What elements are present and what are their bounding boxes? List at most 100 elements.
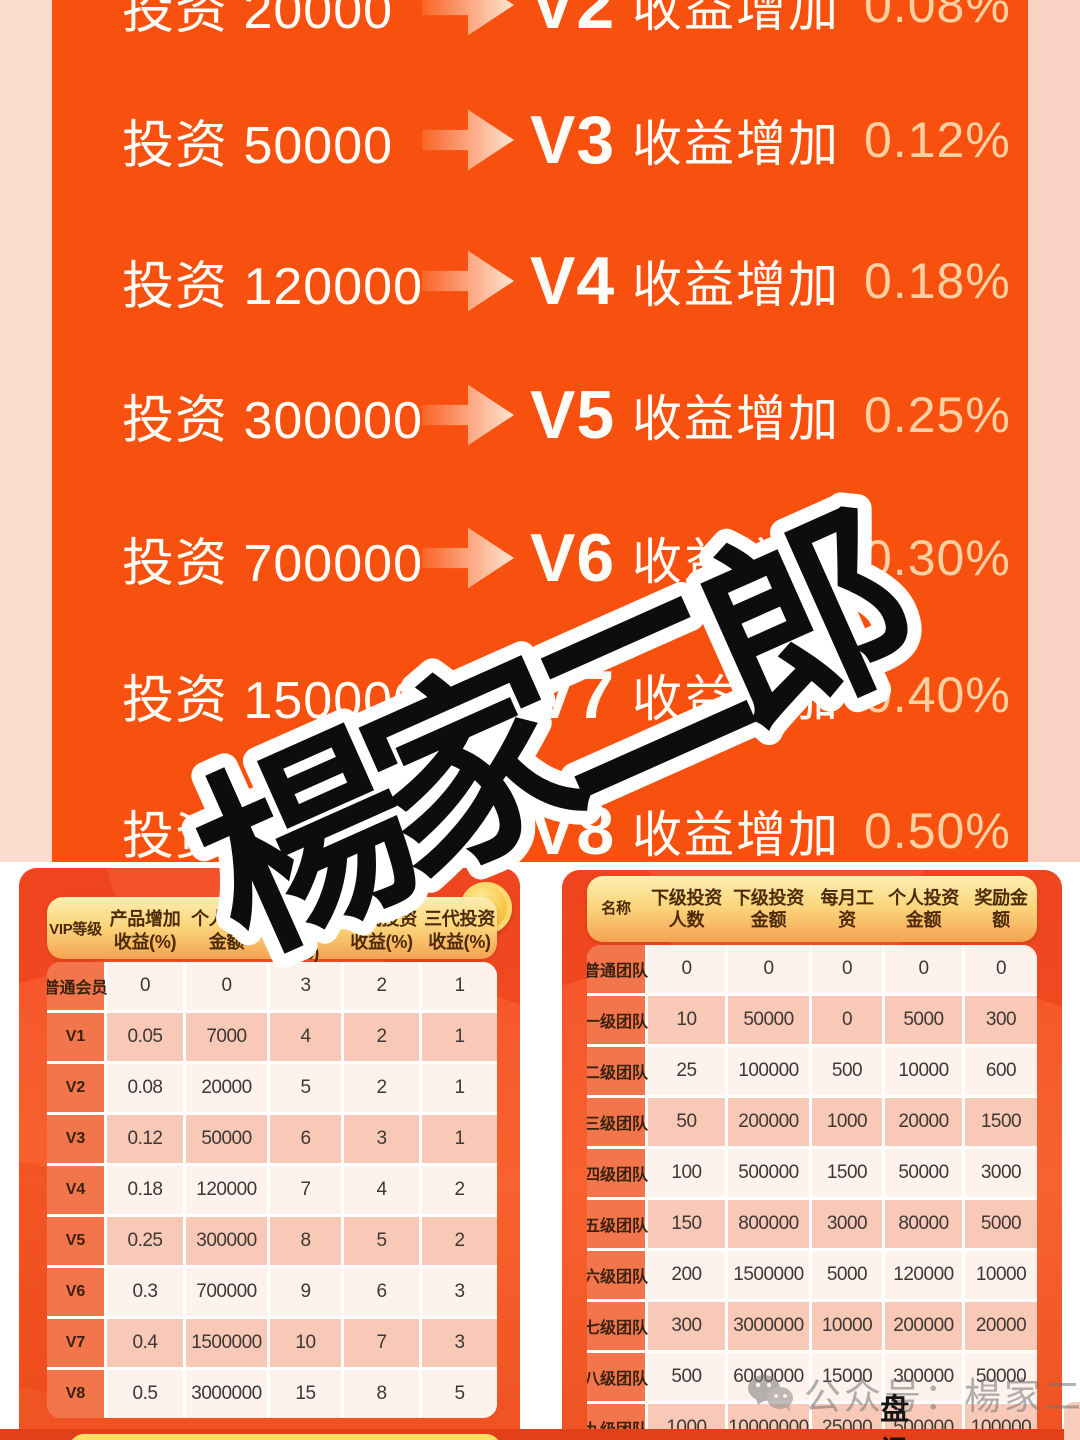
row-label: 普通团队 [587,945,648,993]
bottom-red-strip [0,1429,1080,1440]
gain-percent-value: 0.30% [864,530,1011,586]
table-cell: 3 [422,1319,497,1367]
gain-percent-value: 0.18% [864,253,1011,309]
table-cell: 300000 [885,1353,962,1401]
vip-table-body: 普通会员 0 0 3 2 1 V1 0.05 7000 4 2 1 V2 0.08 20000 5 2 1 V3 0.… [47,962,497,1418]
table-cell: 3 [270,962,341,1010]
vip-upgrade-row: 投资 120000 V4 收益增加 0.18% [52,243,1028,319]
row-label: V7 [47,1319,104,1367]
table-cell: 10 [270,1319,341,1367]
table-cell: 0 [885,945,962,993]
table-cell: 2 [344,1013,419,1061]
table-cell: 4 [344,1166,419,1214]
corner-decoration [1064,1402,1080,1440]
table-cell: 2 [344,962,419,1010]
table-cell: 1500000 [186,1319,267,1367]
table-cell: 8 [270,1217,341,1265]
vip-upgrade-section [52,0,1028,862]
table-cell: 20000 [186,1064,267,1112]
column-header: VIP等级 [49,921,102,939]
invest-word: 投资 [122,257,229,316]
row-label: 二级团队 [587,1047,648,1095]
invest-amount: 20000 [243,0,394,40]
table-cell: 20000 [965,1302,1037,1350]
panxun-site-name-cn: 盘讯网 [880,1394,912,1440]
arrow-right-icon [422,109,514,171]
table-cell: 10000 [812,1302,882,1350]
vip-upgrade-row: 投资 1500000 V7 收益增加 0.40% [52,657,1028,733]
table-cell: 6 [270,1115,341,1163]
vip-upgrade-row: 投资 20000 V2 收益增加 0.08% [52,0,1028,43]
invest-amount: 3000000 [243,807,453,866]
invest-amount: 700000 [243,534,423,593]
table-cell: 3 [344,1115,419,1163]
row-label: V6 [47,1268,104,1316]
arrow-right-icon [422,250,514,312]
table-cell: 100 [648,1149,725,1197]
column-header: 三代投资收益(%) [424,909,495,952]
vip-level-label: V4 [530,243,616,319]
row-label: V3 [47,1115,104,1163]
row-label: 七级团队 [587,1302,648,1350]
table-cell: 6 [344,1268,419,1316]
column-header: 二代投资收益(%) [346,909,417,952]
gain-percent-value: 0.25% [864,387,1011,443]
table-cell: 9 [270,1268,341,1316]
invest-amount-label: 投资 1500000 [122,658,452,733]
table-cell: 15000 [812,1353,882,1401]
table-cell: 15 [270,1370,341,1418]
vip-benefits-panel: VIP等级 产品增加收益(%) 个人投资金额 一代投资收益(%) 二代投资收益(%) 三代… [19,868,520,1440]
invest-amount-label: 投资 300000 [122,378,422,453]
next-section-bar [69,1434,501,1440]
table-cell: 1500 [812,1149,882,1197]
invest-amount-label: 投资 20000 [122,0,422,43]
row-label: 一级团队 [587,996,648,1044]
table-cell: 0.18 [107,1166,183,1214]
table-cell: 1500000 [728,1251,809,1299]
right-pink-border [1028,0,1080,862]
table-cell: 50000 [885,1149,962,1197]
table-cell: 1500 [965,1098,1037,1146]
vip-level-label: V3 [530,102,616,178]
invest-amount-label: 投资 120000 [122,244,422,319]
table-cell: 10 [648,996,725,1044]
table-cell: 200000 [885,1302,962,1350]
column-header: 下级投资人数 [651,887,722,931]
table-cell: 1000 [812,1098,882,1146]
invest-amount: 1500000 [243,671,453,730]
column-header: 个人投资金额 [191,909,262,952]
table-cell: 1 [422,1064,497,1112]
table-cell: 0 [107,962,183,1010]
column-header: 产品增加收益(%) [109,909,181,952]
table-cell: 7 [344,1319,419,1367]
table-cell: 600 [965,1047,1037,1095]
row-label: V2 [47,1064,104,1112]
invest-amount-label: 投资 3000000 [122,794,452,869]
wechat-watermark: 公众号：楊家二郎 [746,1366,1080,1420]
gain-label: 收益增加 [632,0,840,37]
table-cell: 7 [270,1166,341,1214]
table-cell: 3000000 [186,1370,267,1418]
gain-label: 收益增加 [632,671,840,727]
table-cell: 3000000 [728,1302,809,1350]
gain-percent-value: 0.50% [864,803,1011,859]
table-cell: 2 [422,1166,497,1214]
table-cell: 150 [648,1200,725,1248]
wechat-watermark-text: 公众号：楊家二郎 [804,1376,1080,1417]
gain-percent-value: 0.40% [864,667,1011,723]
invest-amount-label: 投资 700000 [122,521,422,596]
vip-upgrade-row: 投资 3000000 V8 收益增加 0.50% [52,793,1028,869]
table-cell: 300 [965,996,1037,1044]
table-cell: 300000 [186,1217,267,1265]
table-cell: 50000 [728,996,809,1044]
arrow-right-icon [422,0,514,36]
gain-label: 收益增加 [632,257,840,313]
table-cell: 200000 [728,1098,809,1146]
vip-level-label: V2 [530,0,616,43]
table-cell: 7000 [186,1013,267,1061]
vip-level-label: V6 [530,520,616,596]
column-header: 个人投资金额 [888,887,959,931]
table-cell: 25 [648,1047,725,1095]
table-cell: 0 [728,945,809,993]
panxun-logo: P 盘讯网 PanXun.cc [834,1386,1080,1440]
